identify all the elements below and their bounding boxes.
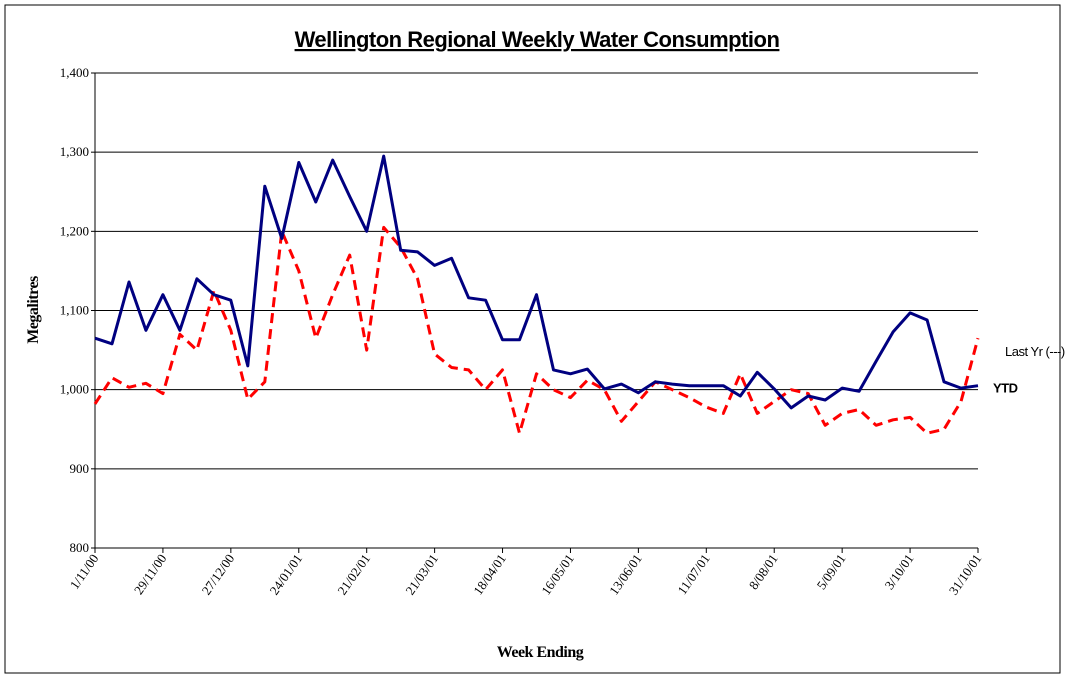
y-tick-label: 1,200	[60, 223, 89, 238]
x-axis-label: Week Ending	[497, 644, 584, 661]
y-tick-label: 900	[70, 461, 90, 476]
chart-title: Wellington Regional Weekly Water Consump…	[295, 27, 780, 52]
y-tick-label: 1,100	[60, 303, 89, 318]
data-line	[93, 225, 980, 435]
legend-label: Last Yr (---)	[1005, 344, 1065, 359]
y-tick-label: 1,000	[60, 382, 89, 397]
y-tick-label: 1,300	[60, 144, 89, 159]
data-line	[94, 154, 979, 410]
y-tick-label: 800	[70, 540, 90, 555]
legend-label: YTD	[993, 381, 1018, 396]
y-tick-label: 1,400	[60, 65, 89, 80]
y-axis-label: Megalitres	[25, 276, 42, 344]
chart-frame	[4, 4, 1061, 674]
